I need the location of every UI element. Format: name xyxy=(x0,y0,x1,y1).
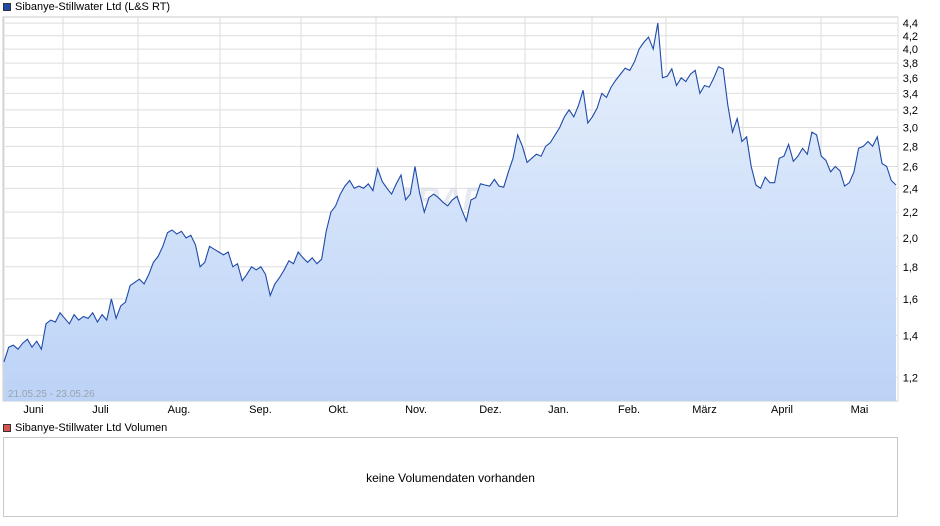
x-tick-label: Sep. xyxy=(249,404,272,416)
price-area xyxy=(4,23,896,401)
volume-panel: keine Volumendaten vorhanden xyxy=(3,437,898,517)
date-range-label: 21.05.25 - 23.05.26 xyxy=(8,389,95,400)
x-axis-ticks: Juni Juli Aug. Sep. Okt. Nov. Dez. Jan. Feb. März… xyxy=(23,404,868,416)
x-tick-label: Juli xyxy=(92,404,109,416)
x-tick-label: Jan. xyxy=(548,404,569,416)
y-tick-label: 2,2 xyxy=(903,207,918,219)
volume-legend: Sibanye-Stillwater Ltd Volumen xyxy=(3,421,167,435)
y-tick-label: 2,4 xyxy=(903,183,918,195)
price-legend-swatch xyxy=(3,3,11,11)
x-tick-label: Okt. xyxy=(328,404,348,416)
y-tick-label: 3,8 xyxy=(903,58,918,70)
y-tick-label: 3,0 xyxy=(903,123,918,135)
x-tick-label: Juni xyxy=(23,404,43,416)
y-tick-label: 1,8 xyxy=(903,262,918,274)
x-tick-label: Mai xyxy=(851,404,869,416)
x-tick-label: April xyxy=(771,404,793,416)
price-chart: TRADE 4,44,24,03,83,63,43,23,02,82,62,42… xyxy=(2,16,918,416)
price-legend-label: Sibanye-Stillwater Ltd (L&S RT) xyxy=(15,1,171,13)
y-tick-label: 4,2 xyxy=(903,31,918,43)
y-tick-label: 3,6 xyxy=(903,73,918,85)
y-tick-label: 3,2 xyxy=(903,105,918,117)
x-tick-label: Feb. xyxy=(618,404,640,416)
y-tick-label: 2,6 xyxy=(903,162,918,174)
y-tick-label: 4,4 xyxy=(903,18,918,30)
x-tick-label: Nov. xyxy=(405,404,427,416)
x-tick-label: Dez. xyxy=(479,404,502,416)
volume-empty-message: keine Volumendaten vorhanden xyxy=(366,471,535,485)
volume-legend-swatch xyxy=(3,424,11,432)
x-tick-label: März xyxy=(692,404,716,416)
price-line xyxy=(3,23,897,362)
y-tick-label: 3,4 xyxy=(903,88,918,100)
volume-legend-label: Sibanye-Stillwater Ltd Volumen xyxy=(15,422,168,434)
y-tick-label: 2,0 xyxy=(903,233,918,245)
y-tick-label: 4,0 xyxy=(903,44,918,56)
y-tick-label: 1,4 xyxy=(903,330,918,342)
price-legend: Sibanye-Stillwater Ltd (L&S RT) xyxy=(3,0,170,14)
y-tick-label: 2,8 xyxy=(903,141,918,153)
y-tick-label: 1,6 xyxy=(903,294,918,306)
y-tick-label: 1,2 xyxy=(903,372,918,384)
y-axis-ticks: 4,44,24,0 3,8 3,6 3,4 3,2 3,0 2,8 2,6 2,4 2,2 2,0 1… xyxy=(903,18,918,384)
x-tick-label: Aug. xyxy=(168,404,191,416)
